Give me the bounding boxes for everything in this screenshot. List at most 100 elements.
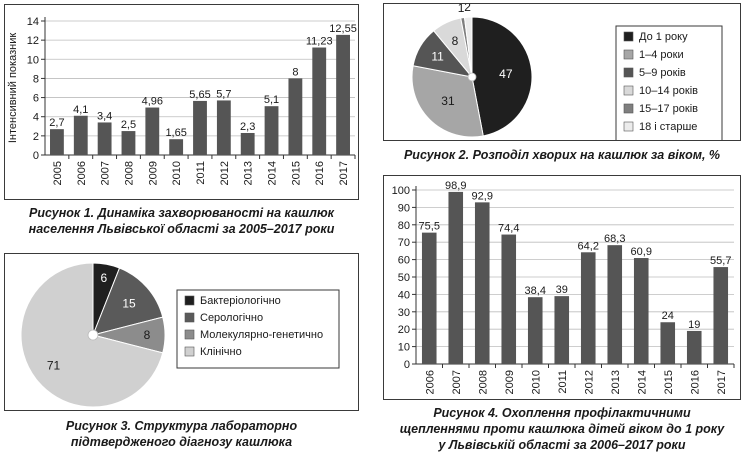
bar bbox=[633, 258, 649, 364]
slice-label: 15 bbox=[122, 296, 136, 310]
figure-1-panel: 0 2 4 6 8 10 12 14 2,7 2005 4,1 2006 3,4 2007 2,5 2008 4… bbox=[4, 4, 359, 200]
data-label: 12,55 bbox=[329, 23, 357, 35]
data-label: 3,4 bbox=[97, 110, 112, 122]
legend-swatch bbox=[623, 49, 634, 60]
x-tick-label: 2011 bbox=[195, 161, 207, 185]
y-axis-label: Інтенсивний показник bbox=[7, 33, 19, 144]
data-label: 75,5 bbox=[419, 221, 440, 233]
legend-swatch bbox=[623, 31, 634, 42]
data-label: 38,4 bbox=[525, 285, 546, 297]
figure-3-caption: Рисунок 3. Структура лабораторно підтвер… bbox=[4, 418, 359, 450]
x-tick-label: 2016 bbox=[314, 161, 326, 185]
legend-label: Клінічно bbox=[200, 346, 242, 358]
slice-label: 47 bbox=[499, 67, 513, 81]
y-tick-label: 30 bbox=[398, 307, 410, 319]
slice-label: 2 bbox=[464, 4, 471, 14]
x-tick-label: 2005 bbox=[52, 161, 64, 185]
bar bbox=[50, 129, 64, 155]
figure-3-panel: 6 15 8 71 Бактеріологічно Серологічно Молекуля… bbox=[4, 253, 359, 411]
data-label: 2,3 bbox=[240, 121, 255, 133]
legend-label: До 1 року bbox=[639, 31, 688, 43]
bar bbox=[240, 132, 255, 155]
data-label: 68,3 bbox=[604, 233, 625, 245]
bar bbox=[169, 139, 184, 155]
figure-2-caption: Рисунок 2. Розподіл хворих на кашлюк за … bbox=[380, 147, 744, 163]
y-tick-label: 12 bbox=[27, 35, 39, 47]
figure-2-chart: 47 31 11 8 1 2 До 1 року 1–4 роки 5–9 років 10–14… bbox=[411, 0, 723, 145]
legend-swatch bbox=[184, 329, 195, 340]
bar bbox=[264, 106, 279, 155]
x-tick-label: 2009 bbox=[504, 370, 516, 394]
legend-label: 10–14 років bbox=[639, 85, 698, 97]
data-label: 2,7 bbox=[49, 117, 64, 129]
data-label: 60,9 bbox=[631, 246, 652, 258]
legend-swatch bbox=[623, 103, 634, 114]
slice-label: 31 bbox=[441, 94, 455, 108]
x-tick-label: 2009 bbox=[147, 161, 159, 185]
x-tick-label: 2007 bbox=[451, 370, 463, 394]
pie-slice bbox=[471, 16, 533, 137]
data-label: 5,1 bbox=[264, 94, 279, 106]
slice-label: 8 bbox=[452, 34, 459, 48]
slice-label: 6 bbox=[101, 271, 108, 285]
legend-swatch bbox=[184, 312, 195, 323]
figure-3-chart: 6 15 8 71 Бактеріологічно Серологічно Молекуля… bbox=[20, 262, 340, 408]
x-tick-label: 2006 bbox=[76, 161, 88, 185]
x-tick-label: 2017 bbox=[716, 370, 728, 394]
figure-4-caption-line2: щепленнями проти кашлюка дітей віком до … bbox=[399, 422, 725, 436]
figure-4-caption-line1: Рисунок 4. Охоплення профілактичними bbox=[433, 406, 691, 420]
x-tick-label: 2008 bbox=[477, 370, 489, 394]
x-tick-label: 2015 bbox=[663, 370, 675, 394]
figure-1-caption-line1: Рисунок 1. Динаміка захворюваності на ка… bbox=[29, 206, 334, 220]
data-label: 92,9 bbox=[472, 190, 493, 202]
bar bbox=[713, 267, 729, 364]
legend-label: 15–17 років bbox=[639, 103, 698, 115]
x-tick-label: 2014 bbox=[636, 370, 648, 394]
legend-label: Бактеріологічно bbox=[200, 295, 281, 307]
y-tick-label: 20 bbox=[398, 324, 410, 336]
bar bbox=[686, 330, 702, 364]
legend-swatch bbox=[184, 295, 195, 306]
data-label: 19 bbox=[688, 319, 700, 331]
bar bbox=[448, 191, 464, 364]
legend-swatch bbox=[623, 85, 634, 96]
figure-3-caption-line2: підтвердженого діагнозу кашлюка bbox=[70, 435, 293, 449]
slice-label: 11 bbox=[431, 50, 444, 64]
data-label: 5,65 bbox=[189, 89, 210, 101]
data-label: 8 bbox=[292, 66, 298, 78]
y-tick-label: 6 bbox=[33, 93, 39, 105]
x-tick-label: 2008 bbox=[123, 161, 135, 185]
bar bbox=[216, 100, 231, 155]
pie-center bbox=[467, 72, 477, 82]
legend-swatch bbox=[623, 67, 634, 78]
legend-label: 1–4 роки bbox=[639, 49, 684, 61]
legend-swatch bbox=[623, 121, 634, 132]
y-tick-label: 10 bbox=[27, 54, 39, 66]
bar bbox=[660, 322, 676, 364]
legend-label: Серологічно bbox=[200, 312, 263, 324]
figure-3-caption-line1: Рисунок 3. Структура лабораторно bbox=[65, 419, 298, 433]
x-tick-label: 2011 bbox=[557, 370, 569, 394]
data-label: 98,9 bbox=[445, 180, 466, 192]
data-label: 4,1 bbox=[73, 104, 88, 116]
x-tick-label: 2017 bbox=[338, 161, 350, 185]
y-tick-label: 90 bbox=[398, 202, 410, 214]
bar bbox=[421, 232, 437, 364]
bar bbox=[288, 78, 303, 155]
bar bbox=[336, 34, 350, 155]
figure-4-chart: 0 10 20 30 40 50 60 70 80 90 100 75,5 2006 98,9 2007 92… bbox=[392, 180, 735, 394]
y-tick-label: 0 bbox=[33, 150, 39, 162]
y-tick-label: 8 bbox=[33, 73, 39, 85]
data-label: 2,5 bbox=[121, 119, 136, 131]
bar bbox=[607, 245, 623, 364]
y-tick-label: 40 bbox=[398, 289, 410, 301]
figure-4-caption-line3: у Львівській області за 2006–2017 роки bbox=[438, 438, 686, 452]
x-tick-label: 2012 bbox=[219, 161, 231, 185]
y-tick-label: 4 bbox=[33, 112, 39, 124]
legend-label: 5–9 років bbox=[639, 67, 686, 79]
figure-2-panel: 47 31 11 8 1 2 До 1 року 1–4 роки 5–9 років 10–14… bbox=[383, 0, 741, 145]
data-label: 64,2 bbox=[578, 240, 599, 252]
legend-box bbox=[615, 25, 723, 145]
slice-label: 8 bbox=[144, 328, 151, 342]
figure-2-caption-line1: Рисунок 2. Розподіл хворих на кашлюк за … bbox=[403, 148, 721, 162]
